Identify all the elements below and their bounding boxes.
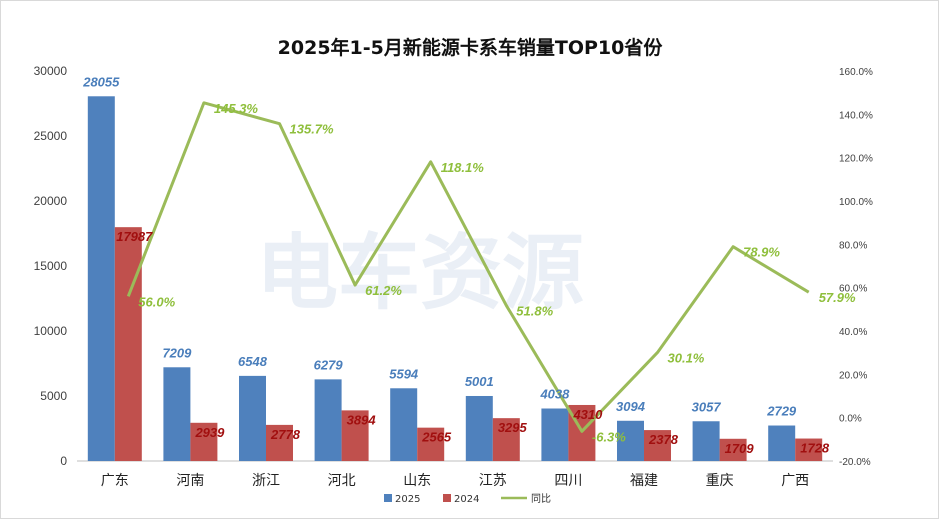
label-2024: 2378	[648, 432, 679, 447]
label-2024: 4310	[572, 407, 603, 422]
label-2025: 6279	[314, 357, 344, 372]
y-left-tick-label: 15000	[34, 259, 68, 273]
label-yoy: 135.7%	[290, 122, 335, 137]
category-label: 河北	[328, 473, 356, 489]
label-yoy: 56.0%	[138, 294, 175, 309]
label-yoy: 30.1%	[668, 350, 705, 365]
label-2024: 3894	[347, 412, 377, 427]
y-left-tick-label: 5000	[40, 389, 67, 403]
legend-label-2024: 2024	[454, 494, 479, 505]
category-label: 福建	[630, 473, 658, 489]
chart-title: 2025年1-5月新能源卡系车销量TOP10省份	[278, 36, 664, 59]
bar-2024	[644, 430, 671, 461]
label-2024: 17987	[116, 229, 153, 244]
legend-swatch-2024	[443, 494, 451, 502]
label-2025: 3057	[692, 399, 722, 414]
category-label: 江苏	[479, 473, 507, 489]
y-right-tick-label: 20.0%	[839, 370, 867, 381]
label-yoy: 51.8%	[516, 303, 553, 318]
bar-2024	[341, 410, 369, 461]
bar-2025	[87, 96, 115, 461]
bar-2024	[266, 424, 293, 461]
category-label: 河南	[176, 473, 204, 489]
label-2025: 2729	[766, 404, 797, 419]
label-2025: 28055	[82, 74, 120, 89]
bar-2024	[417, 427, 445, 461]
y-right-tick-label: 80.0%	[839, 240, 867, 251]
legend-swatch-2025	[384, 494, 392, 502]
y-right-tick-label: 160.0%	[839, 67, 873, 78]
label-yoy: -6.3%	[592, 429, 626, 444]
label-2025: 6548	[238, 354, 268, 369]
bar-2025	[541, 408, 569, 461]
label-2025: 4038	[539, 387, 570, 402]
data-labels: 28055 17987 7209 2939 6548 2778 6279 3894 5594 25…	[82, 74, 856, 455]
label-2024: 1728	[800, 441, 830, 456]
watermark: 电车资源	[256, 226, 584, 321]
category-label: 四川	[554, 473, 582, 489]
label-2024: 2778	[270, 427, 301, 442]
bar-2025	[617, 420, 644, 461]
y-right-tick-label: 60.0%	[839, 284, 867, 295]
bar-2025	[239, 375, 266, 461]
label-2025: 3094	[616, 399, 646, 414]
label-yoy: 61.2%	[365, 283, 402, 298]
y-right-tick-label: -20.0%	[839, 457, 871, 468]
category-label: 山东	[403, 473, 431, 489]
label-2024: 2939	[194, 425, 225, 440]
y-left-tick-label: 0	[60, 454, 67, 468]
bar-2025	[465, 395, 493, 461]
label-2025: 5594	[389, 366, 419, 381]
y-left-tick-label: 30000	[34, 64, 68, 78]
category-label: 浙江	[252, 473, 280, 489]
legend: 2025 2024 同比	[384, 493, 551, 505]
bar-2024	[719, 438, 747, 461]
bar-2024	[114, 227, 142, 461]
bar-2024	[492, 418, 520, 461]
bar-2025	[768, 425, 796, 461]
y-left-tick-label: 10000	[34, 324, 68, 338]
label-2024: 1709	[725, 441, 755, 456]
legend-label-yoy: 同比	[531, 493, 551, 505]
axes: 0 5000 10000 15000 20000 25000 30000 -20.0% 0.0%…	[34, 64, 873, 489]
label-2024: 2565	[421, 430, 452, 445]
legend-label-2025: 2025	[395, 494, 420, 505]
y-left-tick-label: 20000	[34, 194, 68, 208]
y-right-tick-label: 100.0%	[839, 197, 873, 208]
label-2024: 3295	[498, 420, 528, 435]
category-label: 重庆	[706, 473, 734, 489]
label-yoy: 145.3%	[214, 101, 259, 116]
bars	[87, 96, 823, 461]
bar-2024	[190, 422, 218, 461]
bar-2025	[314, 379, 342, 461]
bar-2025	[390, 388, 418, 461]
label-yoy: 57.9%	[819, 290, 856, 305]
y-right-tick-label: 40.0%	[839, 327, 867, 338]
category-label: 广西	[781, 473, 809, 489]
label-2025: 5001	[465, 374, 494, 389]
y-right-tick-label: 120.0%	[839, 154, 873, 165]
label-yoy: 78.9%	[743, 245, 780, 260]
y-left-tick-label: 25000	[34, 129, 68, 143]
bar-2025	[692, 421, 720, 461]
y-right-tick-label: 0.0%	[839, 414, 862, 425]
bar-2025	[163, 367, 191, 461]
label-yoy: 118.1%	[441, 160, 485, 175]
label-2025: 7209	[162, 345, 192, 360]
yoy-line-group	[126, 101, 810, 433]
yoy-line	[126, 101, 810, 433]
y-right-tick-label: 140.0%	[839, 110, 873, 121]
category-label: 广东	[101, 473, 129, 489]
bar-2024	[795, 438, 823, 461]
